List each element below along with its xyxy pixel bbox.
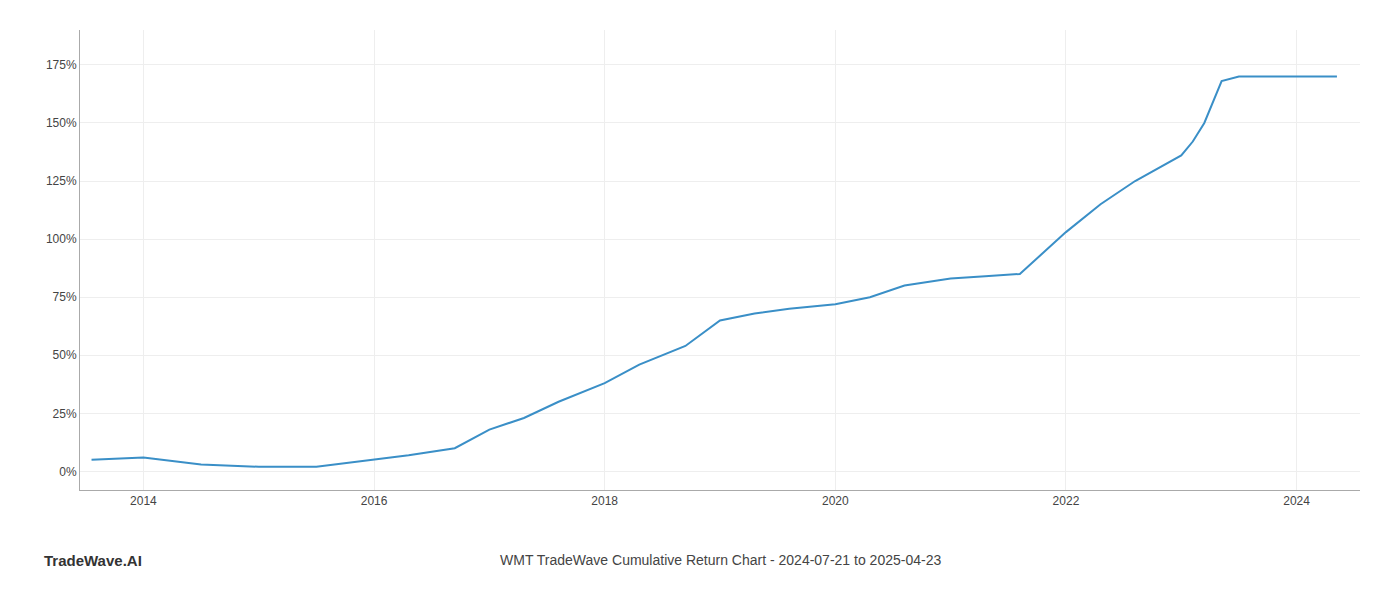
svg-text:125%: 125% [46,174,77,188]
svg-text:2014: 2014 [130,494,157,508]
svg-text:2020: 2020 [822,494,849,508]
svg-text:25%: 25% [53,407,77,421]
svg-text:2022: 2022 [1053,494,1080,508]
svg-text:50%: 50% [53,348,77,362]
svg-text:2016: 2016 [361,494,388,508]
svg-text:75%: 75% [53,290,77,304]
svg-text:TradeWave.AI: TradeWave.AI [44,552,142,569]
svg-text:175%: 175% [46,58,77,72]
svg-text:100%: 100% [46,232,77,246]
svg-text:WMT TradeWave Cumulative Retur: WMT TradeWave Cumulative Return Chart - … [500,552,941,568]
svg-text:150%: 150% [46,116,77,130]
svg-text:2018: 2018 [591,494,618,508]
svg-text:2024: 2024 [1283,494,1310,508]
svg-text:0%: 0% [59,465,77,479]
